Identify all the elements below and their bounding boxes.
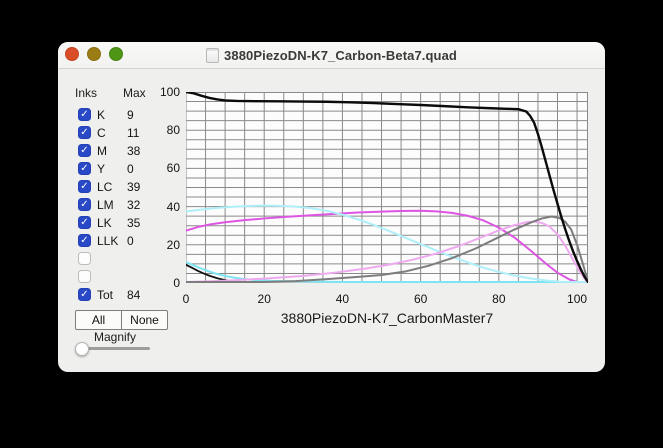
select-buttons-group: All None [75, 310, 168, 330]
x-tick-80: 80 [492, 292, 506, 306]
zoom-button[interactable] [109, 47, 123, 61]
x-tick-40: 40 [335, 292, 350, 306]
ink-checkbox-blank-9[interactable] [78, 270, 91, 283]
chart-gridlines [186, 92, 588, 283]
ink-checkbox-LK[interactable]: ✓ [78, 216, 91, 229]
x-tick-0: 0 [182, 292, 190, 306]
y-tick-0: 0 [173, 276, 180, 290]
ink-row-C: ✓ C 11 [58, 126, 186, 140]
curve-LM [186, 220, 588, 283]
ink-max-K: 9 [127, 108, 134, 122]
ink-row-blank-8 [58, 252, 186, 266]
y-tick-20: 20 [166, 237, 180, 252]
chart-caption: 3880PiezoDN-K7_CarbonMaster7 [280, 310, 494, 326]
magnify-slider-knob[interactable] [75, 342, 89, 356]
none-button[interactable]: None [130, 313, 159, 327]
ink-row-K: ✓ K 9 [58, 108, 186, 122]
ink-label-C: C [97, 126, 106, 140]
traffic-lights [65, 47, 123, 61]
ink-checkbox-Tot[interactable]: ✓ [78, 288, 91, 301]
y-tick-80: 80 [166, 123, 180, 138]
x-tick-20: 20 [257, 292, 271, 306]
window-content: Inks Max ✓ K 9 ✓ C 11 ✓ M 38 ✓ Y 0 ✓ LC 39 ✓ LM 32 ✓ LK 35 ✓ L… [58, 68, 605, 372]
title-area: 3880PiezoDN-K7_Carbon-Beta7.quad [206, 47, 457, 63]
ink-max-LK: 35 [127, 216, 141, 230]
ink-label-LM: LM [97, 198, 114, 212]
minimize-button[interactable] [87, 47, 101, 61]
ink-row-LM: ✓ LM 32 [58, 198, 186, 212]
inks-column-header: Inks [75, 86, 98, 100]
ink-row-blank-9 [58, 270, 186, 284]
ink-row-LLK: ✓ LLK 0 [58, 234, 186, 248]
ink-max-C: 11 [127, 126, 140, 140]
max-column-header: Max [123, 86, 146, 100]
ink-max-Tot: 84 [127, 288, 141, 302]
ink-checkbox-LM[interactable]: ✓ [78, 198, 91, 211]
ink-max-Y: 0 [127, 162, 134, 176]
y-tick-100: 100 [159, 85, 180, 99]
ink-max-LM: 32 [127, 198, 141, 212]
titlebar: 3880PiezoDN-K7_Carbon-Beta7.quad [58, 42, 605, 69]
ink-row-LK: ✓ LK 35 [58, 216, 186, 230]
app-window: 3880PiezoDN-K7_Carbon-Beta7.quad Inks Ma… [58, 42, 605, 372]
ink-label-Tot: Tot [97, 288, 114, 302]
ink-label-Y: Y [97, 162, 106, 176]
ink-label-M: M [97, 144, 107, 158]
x-tick-60: 60 [413, 292, 428, 306]
curve-LK [186, 215, 588, 283]
magnify-slider-track[interactable] [78, 347, 150, 350]
ink-label-LLK: LLK [97, 234, 119, 248]
ink-label-LC: LC [97, 180, 113, 194]
ink-label-LK: LK [97, 216, 112, 230]
ink-checkbox-M[interactable]: ✓ [78, 144, 91, 157]
ink-row-Tot: ✓ Tot 84 [58, 288, 186, 302]
ink-row-M: ✓ M 38 [58, 144, 186, 158]
curve-M [186, 209, 588, 283]
window-title: 3880PiezoDN-K7_Carbon-Beta7.quad [224, 47, 457, 63]
close-button[interactable] [65, 47, 79, 61]
document-icon [206, 47, 220, 63]
ink-checkbox-C[interactable]: ✓ [78, 126, 91, 139]
y-tick-40: 40 [166, 199, 180, 214]
ink-checkbox-LLK[interactable]: ✓ [78, 234, 91, 247]
ink-checkbox-LC[interactable]: ✓ [78, 180, 91, 193]
curve-Tot [186, 92, 588, 283]
ink-checkbox-K[interactable]: ✓ [78, 108, 91, 121]
ink-row-LC: ✓ LC 39 [58, 180, 186, 194]
all-button[interactable]: All [76, 311, 122, 329]
ink-checkbox-blank-8[interactable] [78, 252, 91, 265]
quad-curves-chart [186, 92, 588, 283]
ink-max-M: 38 [127, 144, 141, 158]
ink-checkbox-Y[interactable]: ✓ [78, 162, 91, 175]
ink-label-K: K [97, 108, 106, 122]
ink-row-Y: ✓ Y 0 [58, 162, 186, 176]
ink-max-LLK: 0 [127, 234, 134, 248]
x-tick-100: 100 [567, 292, 588, 306]
ink-max-LC: 39 [127, 180, 141, 194]
curve-LC [186, 204, 588, 283]
magnify-label: Magnify [94, 330, 137, 344]
y-tick-60: 60 [166, 161, 180, 176]
